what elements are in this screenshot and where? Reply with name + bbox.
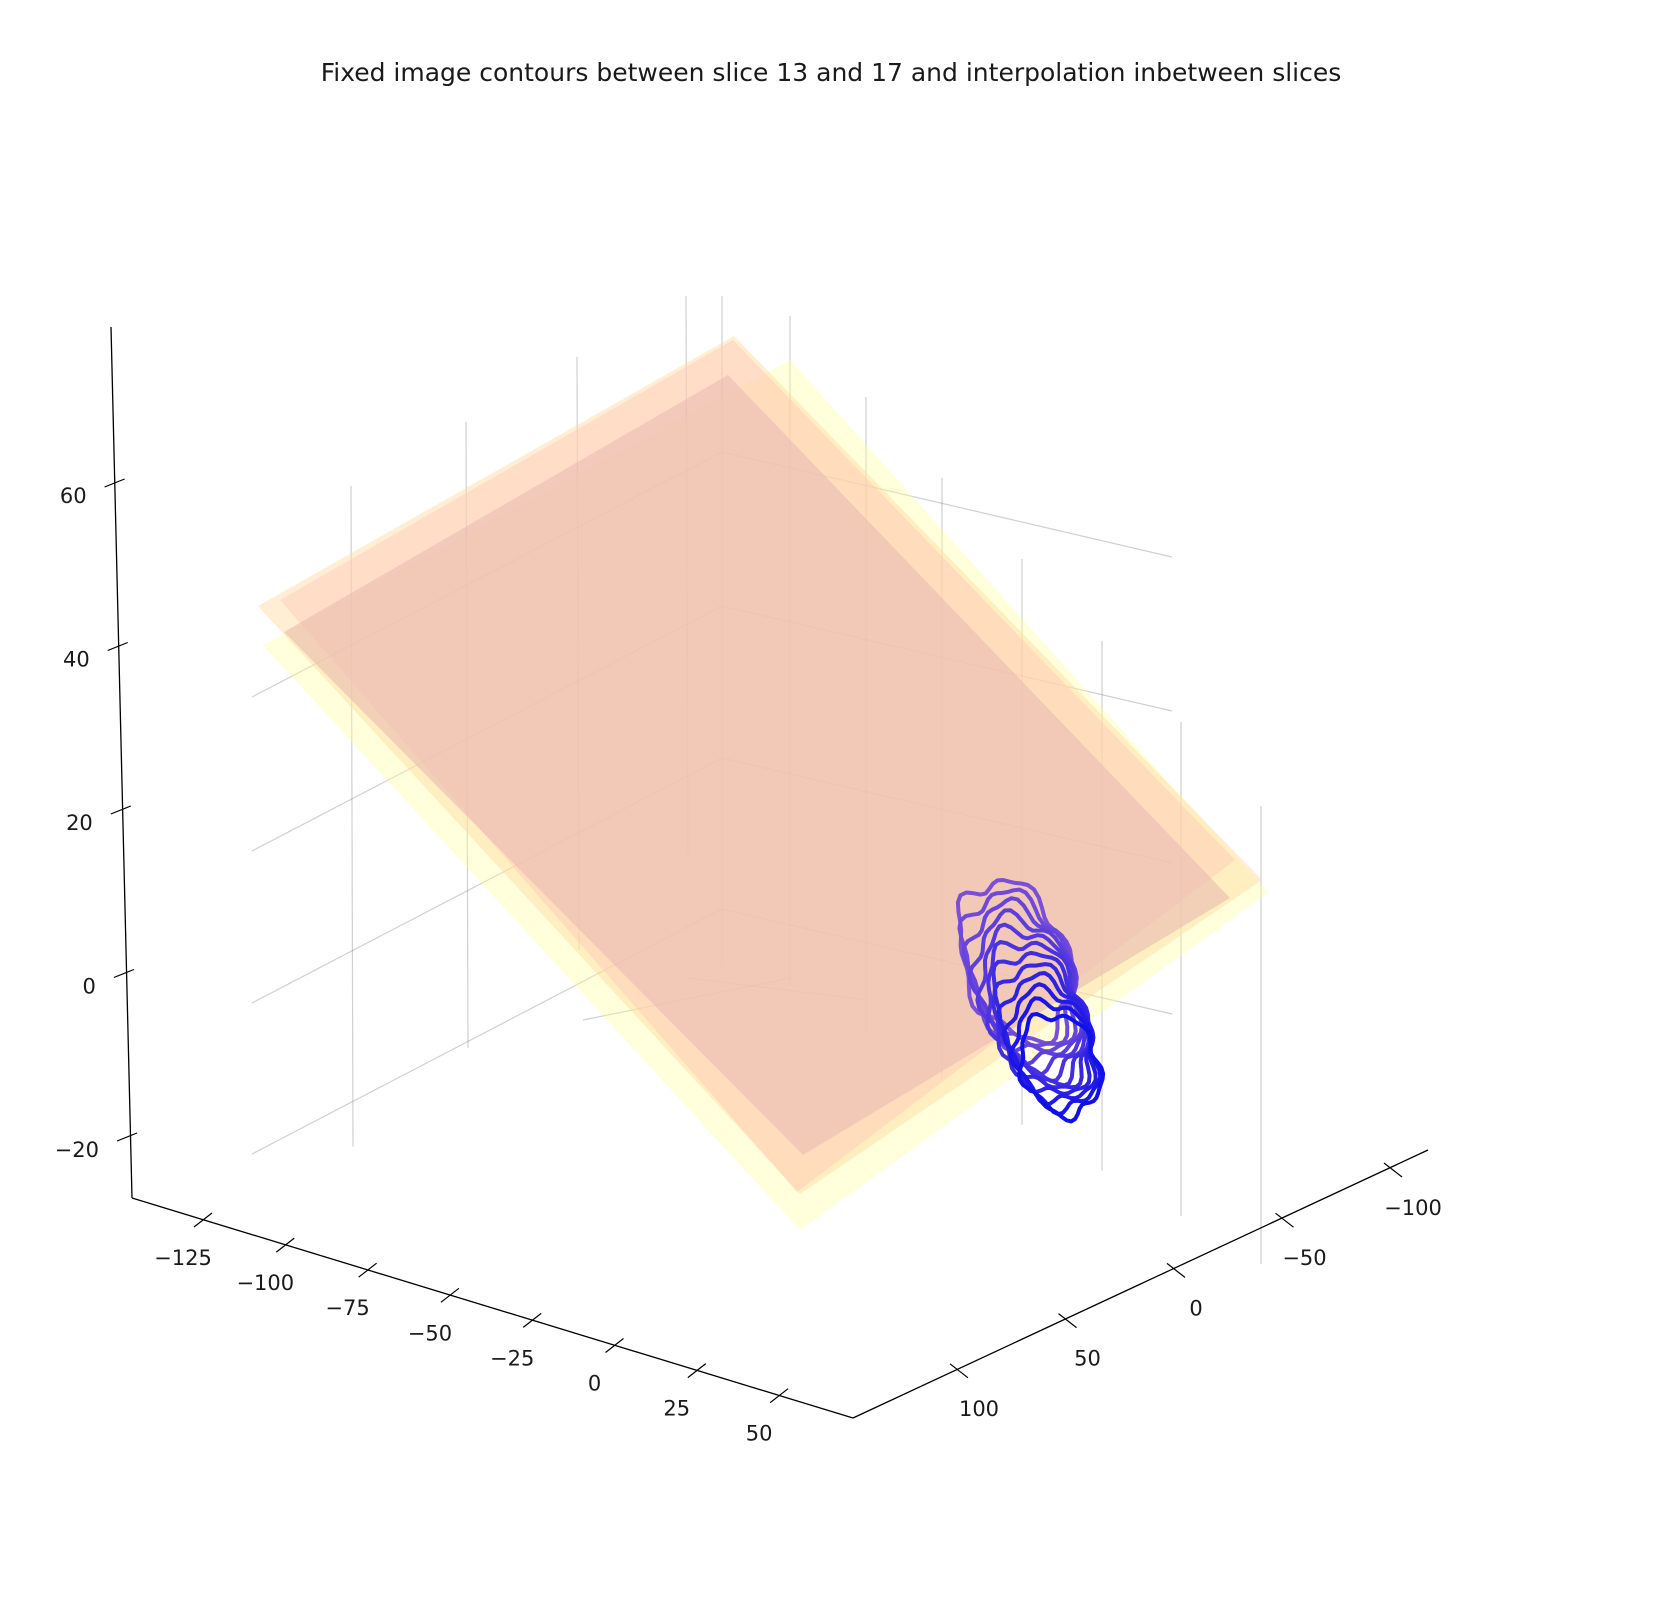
z-tick <box>107 641 128 652</box>
chart-title: Fixed image contours between slice 13 an… <box>320 58 1342 87</box>
x-tick-label: −100 <box>236 1271 294 1295</box>
contour-4 <box>967 908 1084 1067</box>
contour-12 <box>1017 1012 1106 1124</box>
x-tick <box>440 1287 460 1303</box>
axes: −125 −100 −75 −50 −25 0 25 50 −100 −50 0 50 100 −20 0 2… <box>55 326 1442 1446</box>
y-tick <box>1383 1162 1403 1178</box>
y-tick <box>1058 1313 1077 1329</box>
x-axis-line <box>131 1197 854 1419</box>
y-tick <box>949 1363 969 1379</box>
z-tick <box>110 805 132 815</box>
z-tick-label: 0 <box>83 975 96 999</box>
x-tick <box>522 1312 542 1328</box>
y-axis-line <box>852 1149 1429 1419</box>
y-tick-label: 0 <box>1189 1296 1202 1320</box>
z-tick-label: −20 <box>55 1138 99 1162</box>
y-tick <box>1275 1212 1294 1228</box>
x-tick-label: −75 <box>325 1296 369 1320</box>
x-tick <box>605 1338 624 1353</box>
x-tick-label: 50 <box>746 1422 773 1446</box>
z-tick-label: 60 <box>60 484 87 508</box>
y-tick-label: 50 <box>1074 1347 1101 1371</box>
z-tick <box>113 968 135 979</box>
x-tick <box>358 1262 377 1278</box>
x-tick <box>769 1388 789 1404</box>
z-axis-line <box>110 326 133 1199</box>
y-tick <box>1166 1262 1186 1278</box>
z-tick-label: 40 <box>63 648 90 672</box>
x-tick-label: −25 <box>490 1346 534 1370</box>
slice-planes <box>258 336 1268 1230</box>
x-tick-label: −125 <box>154 1246 212 1270</box>
x-tick-label: 0 <box>588 1372 601 1396</box>
z-tick <box>116 1132 138 1142</box>
x-tick <box>687 1363 707 1379</box>
contour-7 <box>991 950 1091 1088</box>
contour-stack <box>955 878 1106 1124</box>
y-tick-label: −100 <box>1384 1196 1442 1220</box>
z-tick-label: 20 <box>66 811 93 835</box>
contour-5 <box>975 922 1088 1077</box>
x-tick-label: 25 <box>663 1397 690 1421</box>
x-tick <box>275 1237 295 1253</box>
x-tick <box>193 1212 213 1228</box>
x-tick-label: −50 <box>408 1321 452 1345</box>
contour-10 <box>1001 982 1098 1107</box>
y-tick-label: 100 <box>959 1397 999 1421</box>
z-tick <box>104 478 125 488</box>
y-tick-label: −50 <box>1282 1246 1326 1270</box>
